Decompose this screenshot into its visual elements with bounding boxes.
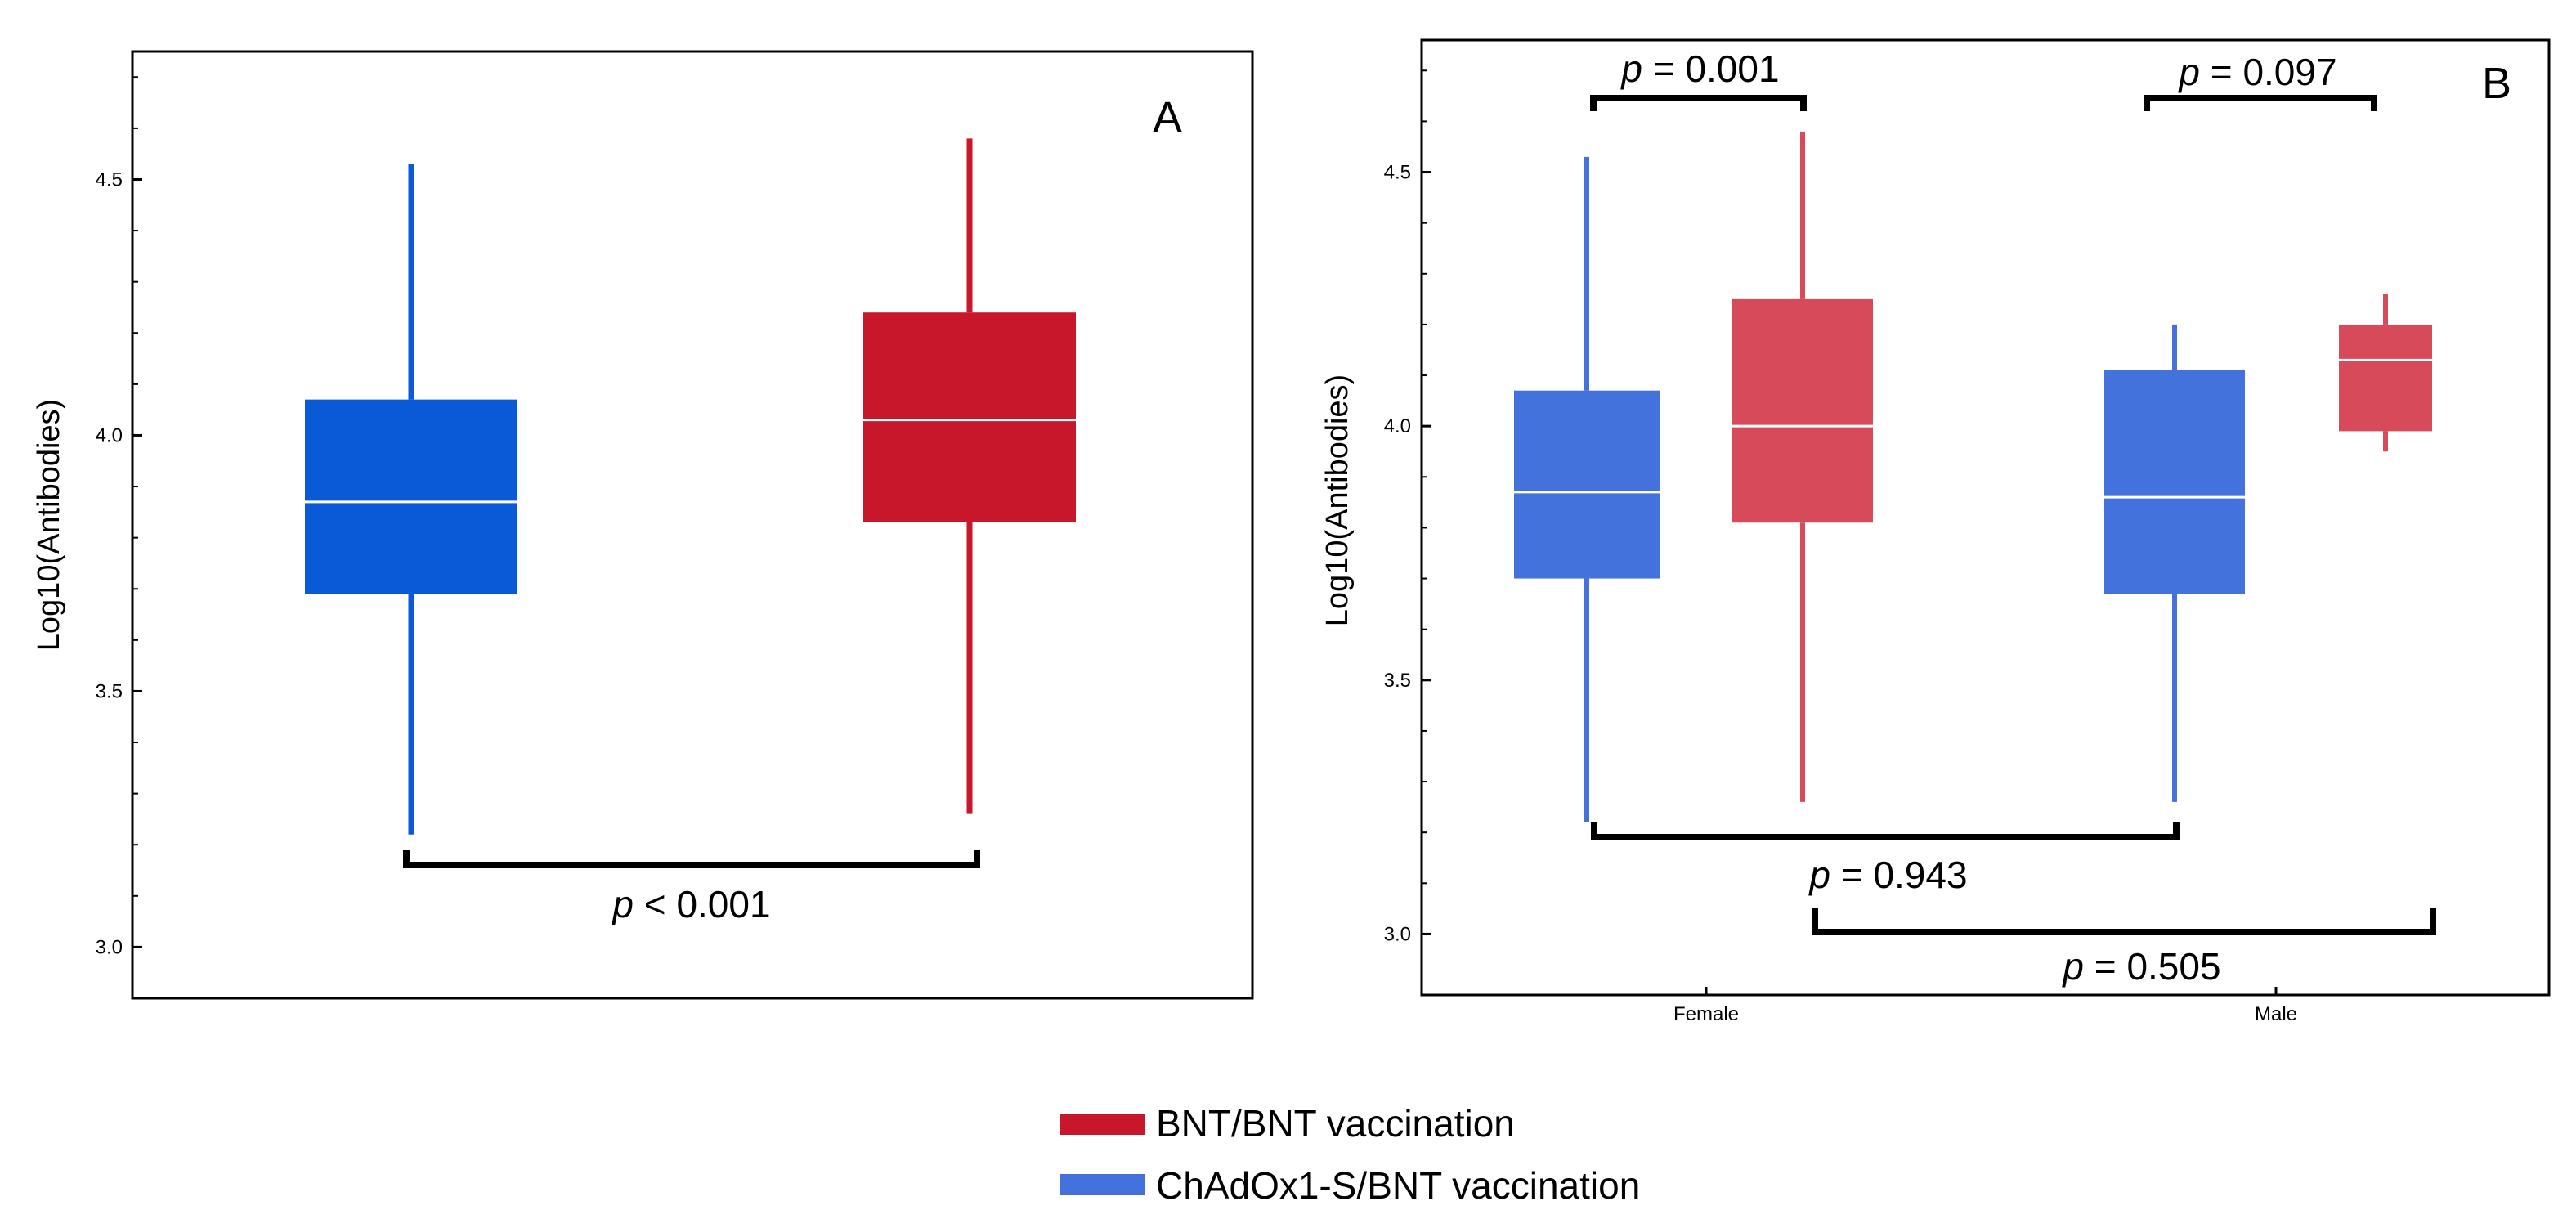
p-symbol: p	[2061, 945, 2084, 988]
panel-b-p-value-chadox: p = 0.943	[1808, 854, 1967, 896]
panel-a-y-tick-label: 3.5	[96, 680, 123, 702]
panel-b-y-tick-label: 4.0	[1384, 415, 1411, 437]
panel-b-bracket-chadox	[1591, 822, 2180, 840]
panel-a-y-tick-label: 4.5	[96, 168, 123, 190]
panel-b-bracket-male	[2144, 95, 2377, 111]
p-symbol: p	[1620, 47, 1642, 90]
panel-b-series-2-male-box	[2339, 324, 2432, 432]
panel-b-marks	[1422, 69, 2432, 995]
legend-label-chadox: ChAdOx1-S/BNT vaccination	[1156, 1164, 1640, 1207]
panel-b-y-tick-label: 3.0	[1384, 923, 1411, 945]
legend-label-bnt: BNT/BNT vaccination	[1156, 1102, 1515, 1145]
p-symbol: p	[2177, 51, 2200, 93]
panel-b-y-tick-label: 3.5	[1384, 670, 1411, 692]
legend-swatch-chadox	[1060, 1174, 1145, 1195]
legend-swatch-bnt	[1060, 1114, 1145, 1135]
panel-b-frame	[1420, 38, 2551, 997]
panel-a-label: A	[1153, 93, 1182, 142]
p-symbol: p	[1808, 854, 1830, 896]
p-symbol: p	[611, 883, 634, 925]
panel-b-y-axis-label: Log10(Antibodies)	[1320, 374, 1355, 626]
p-value-text: = 0.097	[2200, 51, 2337, 93]
panel-b-p-value-bnt: p = 0.505	[2061, 945, 2220, 988]
panel-a-y-axis-label: Log10(Antibodies)	[32, 399, 66, 651]
p-value-text: = 0.001	[1642, 47, 1780, 90]
panel-b-series-1-female-box	[1514, 390, 1660, 579]
panel-a-y-tick-label: 3.0	[96, 936, 123, 958]
panel-b-x-tick-label-male: Male	[2255, 1003, 2297, 1025]
panel-b-label: B	[2482, 59, 2511, 108]
panel-b-p-value-female: p = 0.001	[1620, 47, 1779, 90]
legend: BNT/BNT vaccination ChAdOx1-S/BNT vaccin…	[1060, 1102, 1640, 1207]
panel-a-p-value: p < 0.001	[611, 883, 770, 925]
panel-a-series-2-box	[863, 312, 1076, 522]
panel-a-y-tick-label: 4.0	[96, 424, 123, 446]
panel-a-frame	[131, 50, 1254, 1000]
panel-b-series-2-female-box	[1732, 298, 1873, 523]
panel-b: B Log10(Antibodies) 3.0 3.5 4.0 4.5 Fema…	[1320, 38, 2551, 1025]
panel-a-marks	[132, 76, 1076, 948]
panel-b-x-tick-label-female: Female	[1673, 1003, 1739, 1025]
panel-b-series-1-male-box	[2104, 370, 2245, 594]
panel-b-bracket-bnt	[1812, 908, 2436, 935]
panel-a-series-1-box	[305, 399, 517, 594]
panel-a-significance-bracket	[403, 850, 980, 868]
panel-b-y-tick-label: 4.5	[1384, 162, 1411, 184]
p-value-text: = 0.943	[1830, 854, 1968, 896]
panel-b-p-value-male: p = 0.097	[2177, 51, 2336, 93]
panel-a: A Log10(Antibodies) 3.0 3.5 4.0 4.5 p < …	[32, 50, 1254, 1000]
p-value-text: = 0.505	[2084, 945, 2221, 988]
p-value-text: < 0.001	[634, 883, 771, 925]
panel-b-bracket-female	[1590, 95, 1807, 111]
